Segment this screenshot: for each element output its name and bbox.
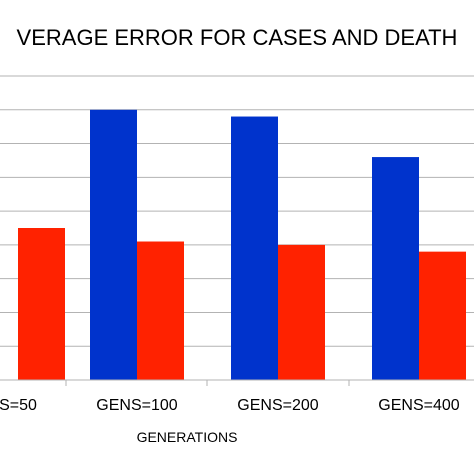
bar-series2-S=50 — [18, 228, 65, 380]
x-tick-label: S=50 — [0, 397, 37, 414]
bar-series2-GENS=400 — [419, 251, 466, 380]
bars — [18, 109, 466, 381]
x-tick-labels: S=50 GENS=100 GENS=200 GENS=400 — [0, 380, 460, 414]
x-tick-label: GENS=200 — [237, 397, 318, 414]
bar-series1-GENS=400 — [372, 157, 419, 380]
x-tick-label: GENS=100 — [96, 397, 177, 414]
x-tick-label: GENS=400 — [378, 397, 459, 414]
chart-title: VERAGE ERROR FOR CASES AND DEATH — [17, 25, 458, 50]
bar-series2-GENS=100 — [137, 241, 184, 380]
bar-series1-GENS=100 — [90, 109, 137, 381]
bar-series1-GENS=200 — [231, 116, 278, 381]
bar-series2-GENS=200 — [278, 244, 325, 380]
x-axis-label: GENERATIONS — [137, 429, 238, 445]
